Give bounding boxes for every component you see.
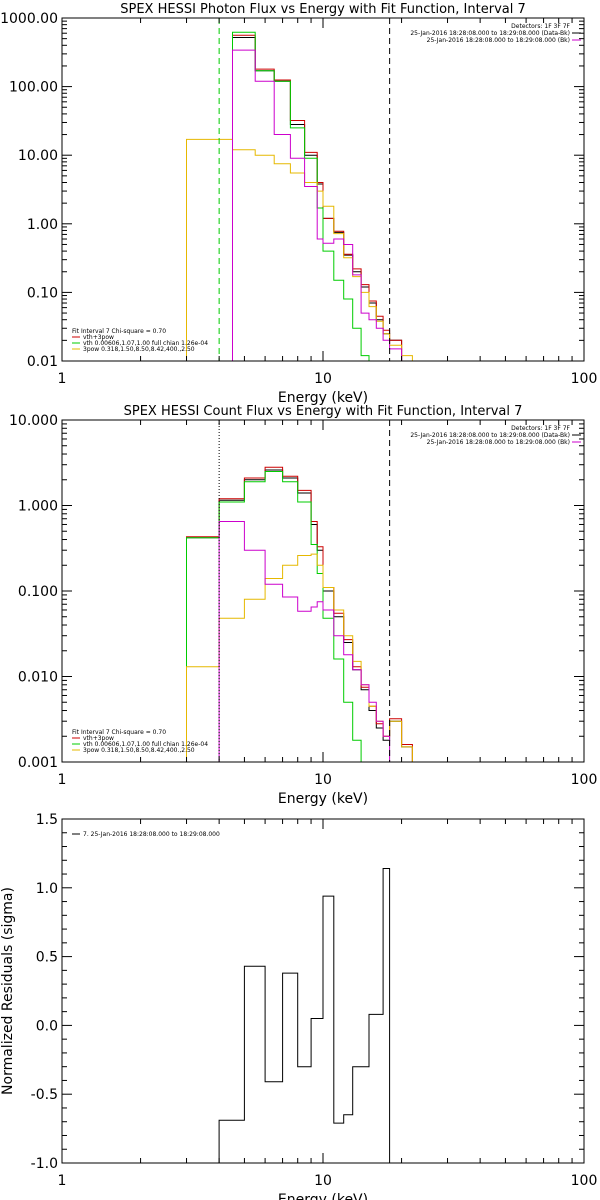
y-tick-label: 0.0: [36, 1018, 58, 1034]
legend-header: Fit Interval 7 Chi-square = 0.70: [72, 729, 166, 736]
x-tick-label: 1: [58, 1173, 67, 1189]
y-tick-label: -0.5: [31, 1087, 58, 1103]
y-tick-label: 1.00: [27, 217, 58, 233]
series-group: [218, 868, 391, 1163]
x-axis-label: Energy (keV): [278, 390, 368, 406]
detectors-label: Detectors: 1F 3F 7F: [511, 425, 570, 432]
chart-title: SPEX HESSI Count Flux vs Energy with Fit…: [124, 404, 523, 419]
y-tick-label: 1.5: [36, 812, 58, 828]
y-tick-label: 0.100: [18, 584, 58, 600]
y-tick-label: 0.010: [18, 670, 58, 686]
series-line-data-bk: [186, 469, 413, 762]
y-tick-label: 10.000: [9, 413, 58, 429]
series-group: [186, 466, 413, 762]
y-tick-label: 0.01: [27, 354, 58, 370]
y-tick-label: 1000.00: [0, 11, 58, 27]
chart-title: SPEX HESSI Photon Flux vs Energy with Fi…: [120, 2, 526, 17]
x-axis-label: Energy (keV): [278, 791, 368, 807]
x-tick-label: 10: [314, 371, 332, 387]
x-tick-label: 10: [314, 1173, 332, 1189]
series-line-bk: [232, 49, 403, 361]
legend-entry: vth+3pow: [83, 334, 114, 341]
y-tick-label: -1.0: [31, 1156, 58, 1172]
time-range-label: 25-Jan-2016 18:28:08.000 to 18:29:08.000…: [410, 432, 570, 439]
y-tick-label: 0.5: [36, 950, 58, 966]
time-range-label: 25-Jan-2016 18:28:08.000 to 18:29:08.000…: [410, 30, 570, 37]
chart-panel-2: SPEX HESSI Count Flux vs Energy with Fit…: [9, 404, 597, 807]
y-tick-label: 0.001: [18, 755, 58, 771]
y-tick-label: 1.0: [36, 881, 58, 897]
legend-entry: vth+3pow: [83, 735, 114, 742]
legend-entry: 3pow 0.318,1.50,8.50,8.42,400.,2.50: [83, 747, 195, 754]
x-axis-label: Energy (keV): [278, 1192, 368, 1200]
x-tick-label: 100: [571, 371, 598, 387]
detectors-label: Detectors: 1F 3F 7F: [511, 23, 570, 30]
chart-panel-1: SPEX HESSI Photon Flux vs Energy with Fi…: [0, 2, 597, 406]
series-line-vth: [186, 471, 362, 762]
legend-entry: vth 0.00606,1.07,1.00 full chian 1.26e-0…: [83, 340, 208, 347]
x-tick-label: 100: [571, 772, 598, 788]
chart-panel-3: 1 10 100 -1.0 -0.5 0.0 0.5 1.0 1.5 Energy (keV) No…: [0, 812, 597, 1200]
series-line-vth: [232, 31, 370, 361]
x-tick-label: 100: [571, 1173, 598, 1189]
series-line-vth-3pow: [186, 466, 413, 762]
y-tick-label: 0.10: [27, 285, 58, 301]
y-tick-label: 100.00: [9, 80, 58, 96]
legend-header: Fit Interval 7 Chi-square = 0.70: [72, 328, 166, 335]
series-line-bk: [218, 521, 391, 762]
x-tick-label: 1: [58, 772, 67, 788]
series-group: [186, 31, 413, 361]
time-range-label: 25-Jan-2016 18:28:08.000 to 18:29:08.000…: [427, 37, 570, 44]
y-axis-label: Normalized Residuals (sigma): [0, 887, 16, 1095]
x-tick-label: 10: [314, 772, 332, 788]
series-line-3pow: [186, 553, 413, 762]
legend-entry: 3pow 0.318,1.50,8.50,8.42,400.,2.50: [83, 346, 195, 353]
y-tick-label: 1.000: [18, 499, 58, 515]
series-line-residuals: [218, 868, 391, 1163]
legend-entry: vth 0.00606,1.07,1.00 full chian 1.26e-0…: [83, 741, 208, 748]
y-tick-label: 10.00: [18, 148, 58, 164]
time-range-label: 25-Jan-2016 18:28:08.000 to 18:29:08.000…: [427, 439, 570, 446]
series-line-3pow: [186, 138, 413, 361]
x-tick-label: 1: [58, 371, 67, 387]
legend-entry: 7. 25-Jan-2016 18:28:08.000 to 18:29:08.…: [83, 831, 220, 838]
